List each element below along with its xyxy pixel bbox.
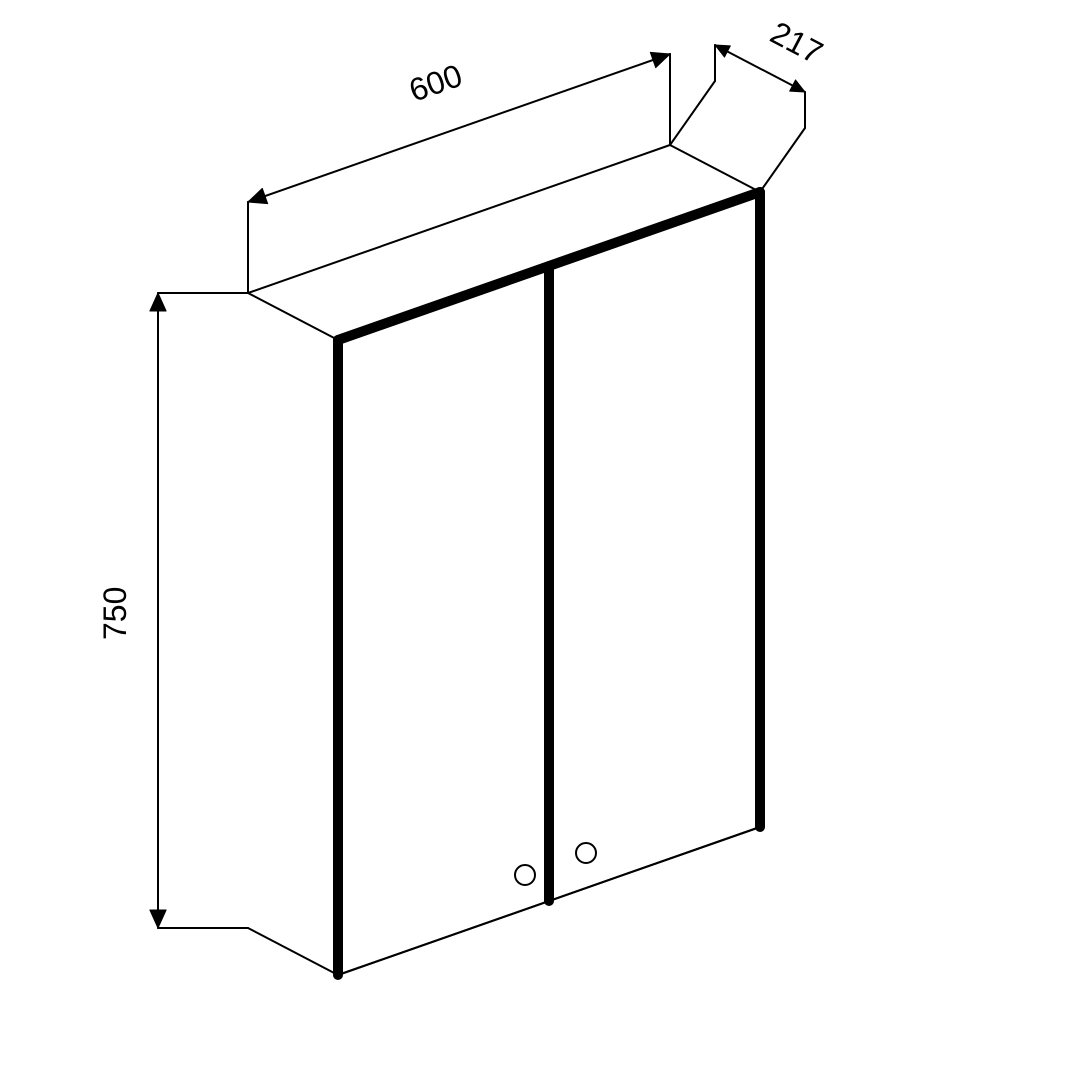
dimension-width-label: 600 xyxy=(404,57,466,109)
dimension-depth-label: 217 xyxy=(765,14,829,71)
dimension-height-label: 750 xyxy=(97,587,133,640)
cabinet-technical-drawing: 600 217 750 xyxy=(0,0,1080,1080)
